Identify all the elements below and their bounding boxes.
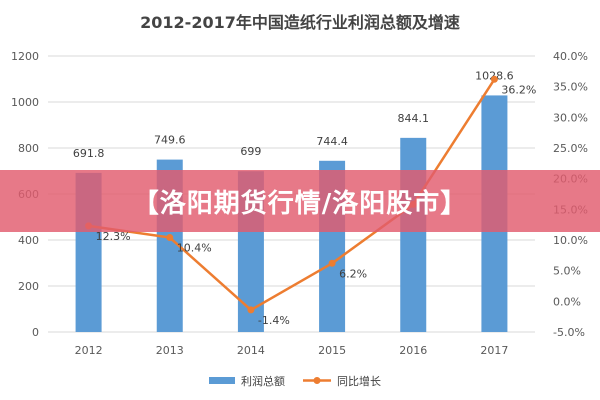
right-tick-label: 0.0% [553, 295, 581, 308]
legend-bar-swatch [209, 377, 235, 384]
legend-line-label: 同比增长 [337, 374, 381, 388]
left-tick-label: 1000 [11, 96, 39, 109]
chart-title: 2012-2017年中国造纸行业利润总额及增速 [140, 13, 460, 32]
bar-value-label: 699 [240, 145, 261, 158]
growth-value-label: -1.4% [258, 314, 290, 327]
growth-marker [247, 306, 255, 314]
left-tick-label: 400 [18, 234, 39, 247]
growth-value-label: 12.3% [96, 230, 131, 243]
x-tick-label: 2014 [237, 344, 265, 357]
x-tick-label: 2013 [156, 344, 184, 357]
watermark-banner: 【洛阳期货行情/洛阳股市】 [0, 170, 600, 232]
growth-marker [166, 234, 174, 242]
bar-value-label: 744.4 [316, 135, 348, 148]
legend-line-marker [313, 377, 321, 384]
growth-value-label: 6.2% [339, 267, 367, 280]
bar-value-label: 691.8 [73, 147, 105, 160]
left-tick-label: 1200 [11, 50, 39, 63]
x-tick-label: 2015 [318, 344, 346, 357]
banner-text: 【洛阳期货行情/洛阳股市】 [132, 188, 468, 219]
growth-marker [328, 259, 336, 267]
growth-value-label: 10.4% [177, 242, 212, 255]
bar-value-label: 749.6 [154, 134, 186, 147]
right-tick-label: 40.0% [553, 50, 588, 63]
x-tick-label: 2016 [399, 344, 427, 357]
bar-value-label: 844.1 [398, 112, 430, 125]
x-tick-label: 2012 [75, 344, 103, 357]
right-tick-label: 30.0% [553, 111, 588, 124]
legend: 利润总额 同比增长 [209, 374, 381, 388]
x-tick-label: 2017 [480, 344, 508, 357]
line-data-labels: 12.3% 10.4% -1.4% 6.2% 36.2% [96, 83, 537, 327]
legend-bar-label: 利润总额 [241, 374, 285, 388]
right-tick-label: -5.0% [553, 326, 585, 339]
x-axis-ticks: 2012 2013 2014 2015 2016 2017 [75, 344, 509, 357]
left-tick-label: 200 [18, 280, 39, 293]
left-tick-label: 800 [18, 142, 39, 155]
right-tick-label: 35.0% [553, 81, 588, 94]
left-tick-label: 0 [32, 326, 39, 339]
right-tick-label: 10.0% [553, 234, 588, 247]
right-tick-label: 5.0% [553, 265, 581, 278]
growth-value-label: 36.2% [501, 83, 536, 96]
right-tick-label: 25.0% [553, 142, 588, 155]
bar [400, 137, 427, 332]
growth-marker [490, 75, 498, 83]
